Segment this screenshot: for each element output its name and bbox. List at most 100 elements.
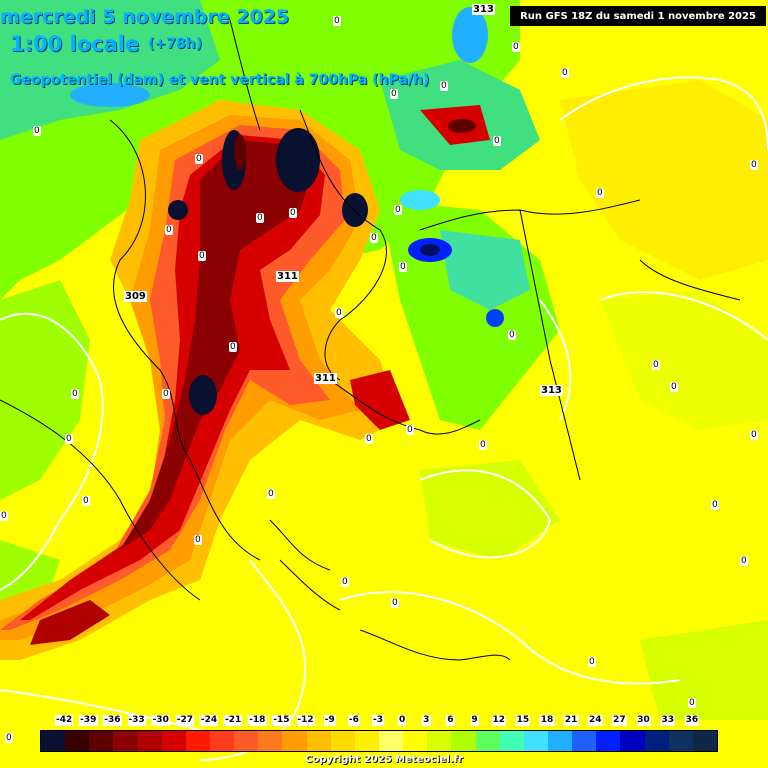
- legend-color-swatch: [65, 731, 90, 751]
- legend-color-swatch: [306, 731, 331, 751]
- zero-contour-label: 0: [333, 16, 341, 26]
- zero-contour-label: 0: [365, 434, 373, 444]
- zero-contour-label: 0: [391, 598, 399, 608]
- legend-color-swatch: [644, 731, 669, 751]
- legend-color-swatch: [89, 731, 114, 751]
- legend-color-swatch: [282, 731, 307, 751]
- zero-contour-label: 0: [399, 262, 407, 272]
- legend-tick-label: -12: [296, 715, 315, 726]
- legend-color-swatch: [330, 731, 355, 751]
- zero-contour-label: 0: [256, 213, 264, 223]
- geopotential-label: 309: [124, 291, 147, 302]
- zero-contour-label: 0: [479, 440, 487, 450]
- color-scale-legend: [40, 730, 718, 752]
- zero-contour-label: 0: [740, 556, 748, 566]
- legend-color-swatch: [692, 731, 717, 751]
- legend-tick-label: -21: [224, 715, 243, 726]
- run-info-box: Run GFS 18Z du samedi 1 novembre 2025: [510, 6, 766, 26]
- zero-contour-label: 0: [394, 205, 402, 215]
- zero-contour-label: 0: [341, 577, 349, 587]
- zero-contour-label: 0: [588, 657, 596, 667]
- geopotential-label: 311: [276, 271, 299, 282]
- legend-tick-label: 27: [612, 715, 627, 726]
- zero-contour-label: 0: [165, 225, 173, 235]
- zero-contour-label: 0: [71, 389, 79, 399]
- legend-tick-label: -15: [272, 715, 291, 726]
- zero-contour-label: 0: [512, 42, 520, 52]
- date-title: mercredi 5 novembre 2025: [0, 6, 290, 28]
- legend-tick-label: -39: [79, 715, 98, 726]
- zero-contour-label: 0: [652, 360, 660, 370]
- legend-tick-label: -42: [55, 715, 74, 726]
- legend-color-swatch: [209, 731, 235, 751]
- legend-color-swatch: [596, 731, 621, 751]
- legend-color-swatch: [258, 731, 283, 751]
- legend-tick-label: 0: [398, 715, 407, 726]
- zero-contour-label: 0: [162, 389, 170, 399]
- legend-color-swatch: [572, 731, 597, 751]
- legend-color-swatch: [41, 731, 66, 751]
- zero-contour-label: 0: [596, 188, 604, 198]
- legend-tick-label: -30: [151, 715, 170, 726]
- parameter-title: Geopotentiel (dam) et vent vertical à 70…: [10, 72, 430, 88]
- legend-tick-label: 36: [684, 715, 700, 726]
- zero-contour-label: 0: [33, 126, 41, 136]
- zero-contour-label: 0: [370, 233, 378, 243]
- legend-color-swatch: [378, 731, 404, 751]
- zero-contour-label: 0: [750, 160, 758, 170]
- legend-tick-label: -18: [248, 715, 267, 726]
- zero-contour-label: 0: [711, 500, 719, 510]
- legend-color-swatch: [185, 731, 210, 751]
- zero-contour-label: 0: [289, 208, 297, 218]
- zero-contour-label: 0: [750, 430, 758, 440]
- zero-contour-label: 0: [561, 68, 569, 78]
- zero-contour-label: 0: [390, 89, 398, 99]
- legend-tick-label: -6: [347, 715, 360, 726]
- zero-contour-label: 0: [670, 382, 678, 392]
- zero-contour-label: 0: [335, 308, 343, 318]
- zero-contour-label: 0: [5, 733, 13, 743]
- legend-tick-label: 3: [422, 715, 431, 726]
- legend-tick-label: -33: [127, 715, 146, 726]
- legend-tick-label: 6: [446, 715, 455, 726]
- legend-tick-label: 9: [470, 715, 479, 726]
- legend-color-swatch: [113, 731, 138, 751]
- legend-color-swatch: [427, 731, 452, 751]
- zero-contour-label: 0: [508, 330, 516, 340]
- lead-time: (+78h): [148, 36, 202, 52]
- zero-contour-label: 0: [198, 251, 206, 261]
- zero-contour-label: 0: [493, 136, 501, 146]
- zero-contour-label: 0: [688, 698, 696, 708]
- legend-tick-label: -36: [103, 715, 122, 726]
- legend-color-swatch: [668, 731, 693, 751]
- copyright-text: Copyright 2025 Meteociel.fr: [305, 754, 463, 765]
- zero-contour-label: 0: [406, 425, 414, 435]
- legend-tick-label: 21: [563, 715, 579, 726]
- zero-contour-label: 0: [267, 489, 275, 499]
- legend-color-swatch: [499, 731, 524, 751]
- time-title: 1:00 locale: [10, 32, 140, 56]
- legend-tick-label: 33: [660, 715, 675, 726]
- zero-contour-label: 0: [195, 154, 203, 164]
- legend-color-swatch: [137, 731, 162, 751]
- legend-tick-label: -9: [323, 715, 336, 726]
- legend-color-swatch: [523, 731, 548, 751]
- legend-tick-label: 15: [515, 715, 531, 726]
- legend-tick-label: 30: [636, 715, 651, 726]
- geopotential-label: 313: [540, 385, 563, 396]
- legend-color-swatch: [403, 731, 428, 751]
- legend-color-swatch: [451, 731, 476, 751]
- legend-tick-label: -3: [372, 715, 384, 726]
- legend-tick-label: 24: [588, 715, 603, 726]
- legend-tick-labels: -42 -39 -36 -33 -30 -27 -24 -21 -18 -15 -12 -9 -6 -3 0…: [40, 715, 716, 727]
- legend-tick-label: -24: [199, 715, 219, 726]
- legend-tick-label: 12: [491, 715, 506, 726]
- zero-contour-label: 0: [229, 342, 237, 352]
- legend-color-swatch: [354, 731, 379, 751]
- legend-tick-label: -27: [175, 715, 194, 726]
- zero-contour-label: 0: [194, 535, 202, 545]
- legend-tick-label: 18: [539, 715, 555, 726]
- zero-contour-label: 0: [440, 81, 448, 91]
- zero-contour-label: 0: [82, 496, 90, 506]
